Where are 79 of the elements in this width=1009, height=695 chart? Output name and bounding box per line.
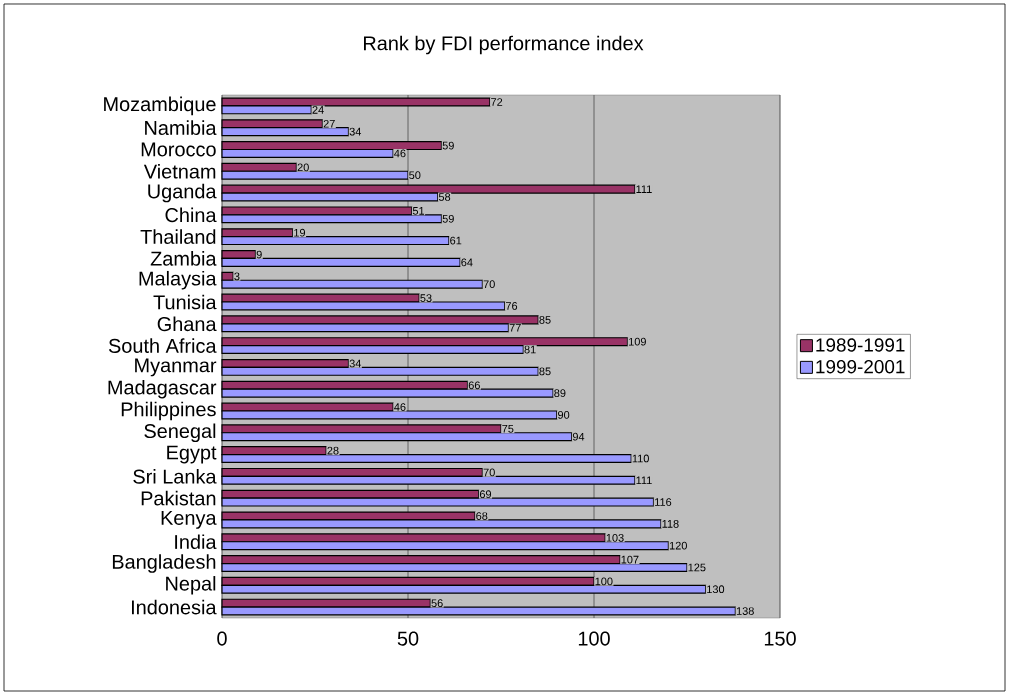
y-tick-label: Indonesia bbox=[131, 599, 217, 615]
data-label: 24 bbox=[312, 106, 324, 114]
data-label: 9 bbox=[256, 250, 262, 259]
y-tick-label: Zambia bbox=[150, 251, 217, 266]
data-label: 110 bbox=[632, 454, 649, 463]
y-tick-label: Bangladesh bbox=[112, 554, 216, 573]
chart-title: Rank by FDI performance index bbox=[364, 35, 644, 55]
y-tick-label: Uganda bbox=[148, 183, 217, 203]
x-tick-label: 0 bbox=[217, 631, 227, 646]
y-tick-label: China bbox=[165, 207, 217, 223]
data-label: 64 bbox=[461, 258, 473, 267]
y-tick-label: Tunisia bbox=[153, 294, 217, 310]
x-tick-label: 150 bbox=[764, 631, 796, 646]
y-tick-label: India bbox=[175, 534, 217, 550]
legend-label: 1999-2001 bbox=[816, 359, 905, 374]
data-label: 107 bbox=[621, 555, 639, 564]
data-label: 77 bbox=[509, 323, 521, 332]
data-label: 51 bbox=[412, 207, 425, 215]
data-label: 111 bbox=[636, 185, 652, 193]
data-label: 125 bbox=[688, 563, 706, 572]
x-tick-label: 100 bbox=[578, 631, 610, 646]
y-tick-label: Vietnam bbox=[143, 163, 216, 179]
data-label: 46 bbox=[394, 403, 406, 411]
data-label: 85 bbox=[539, 316, 551, 324]
data-label: 120 bbox=[669, 541, 687, 550]
y-tick-label: South Africa bbox=[108, 338, 217, 353]
data-label: 27 bbox=[323, 119, 335, 128]
y-tick-label: Malaysia bbox=[139, 270, 217, 290]
data-label: 103 bbox=[606, 533, 624, 542]
data-label: 20 bbox=[297, 163, 309, 172]
data-label: 109 bbox=[629, 337, 646, 346]
data-label: 90 bbox=[558, 411, 570, 419]
y-tick-label: Morocco bbox=[141, 142, 216, 157]
y-tick-label: Nepal bbox=[166, 576, 216, 595]
data-label: 89 bbox=[554, 389, 566, 397]
data-label: 70 bbox=[483, 468, 495, 477]
y-tick-label: Thailand bbox=[140, 229, 216, 244]
data-label: 68 bbox=[476, 512, 488, 520]
legend-label: 1989-1991 bbox=[816, 338, 905, 352]
data-label: 81 bbox=[524, 345, 536, 354]
data-label: 59 bbox=[442, 214, 454, 223]
data-label: 19 bbox=[294, 228, 306, 237]
data-label: 75 bbox=[502, 425, 514, 433]
y-tick-label: Sri Lanka bbox=[133, 469, 217, 484]
data-label: 76 bbox=[505, 302, 518, 310]
y-tick-label: Ghana bbox=[157, 316, 217, 332]
data-label: 34 bbox=[349, 127, 362, 136]
x-tick-label: 50 bbox=[397, 631, 419, 646]
data-label: 94 bbox=[572, 432, 585, 441]
data-label: 69 bbox=[479, 490, 492, 499]
data-label: 58 bbox=[438, 193, 451, 201]
data-label: 59 bbox=[442, 141, 454, 150]
y-tick-label: Madagascar bbox=[108, 379, 217, 399]
y-tick-label: Myanmar bbox=[135, 358, 217, 377]
data-label: 66 bbox=[468, 381, 480, 390]
data-label: 70 bbox=[483, 280, 495, 289]
data-label: 46 bbox=[394, 149, 406, 158]
y-tick-label: Namibia bbox=[145, 120, 217, 135]
data-label: 53 bbox=[420, 294, 432, 302]
data-label: 28 bbox=[327, 446, 339, 455]
data-label: 111 bbox=[636, 476, 652, 485]
y-tick-label: Senegal bbox=[144, 423, 216, 443]
y-tick-label: Kenya bbox=[161, 511, 217, 529]
data-label: 118 bbox=[662, 520, 679, 528]
y-tick-label: Mozambique bbox=[104, 96, 216, 116]
data-label: 85 bbox=[539, 367, 551, 376]
data-label: 3 bbox=[234, 272, 240, 281]
data-label: 50 bbox=[409, 171, 421, 180]
data-label: 116 bbox=[655, 498, 672, 506]
data-label: 56 bbox=[431, 599, 443, 608]
data-label: 138 bbox=[736, 607, 754, 615]
data-label: 130 bbox=[707, 585, 725, 594]
data-label: 61 bbox=[450, 236, 462, 245]
y-tick-label: Pakistan bbox=[141, 490, 216, 506]
data-label: 34 bbox=[349, 359, 362, 368]
y-tick-label: Egypt bbox=[167, 445, 217, 464]
data-label: 100 bbox=[595, 577, 613, 586]
data-label: 72 bbox=[491, 98, 503, 106]
y-tick-label: Philippines bbox=[121, 401, 216, 421]
